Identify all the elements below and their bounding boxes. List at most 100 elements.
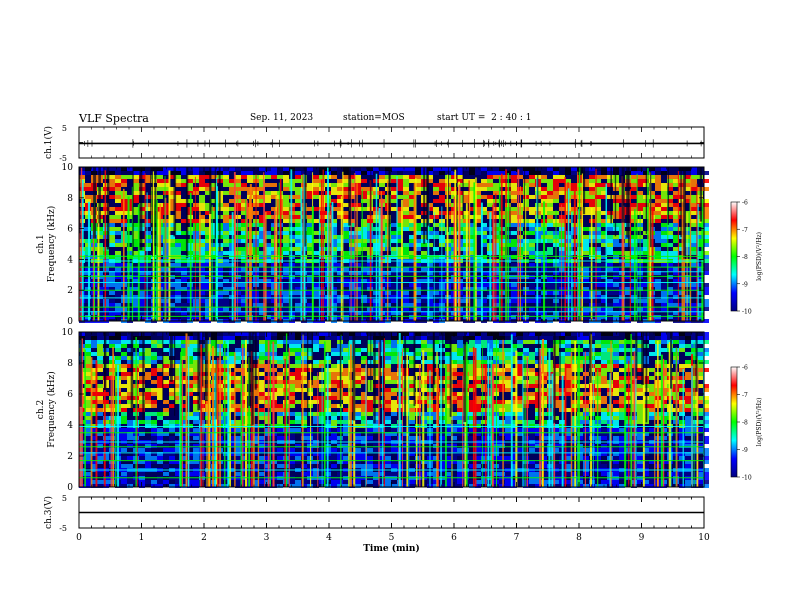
spec-cell [235, 380, 241, 384]
spec-cell [247, 175, 253, 179]
spec-cell [133, 271, 139, 275]
spec-cell [337, 239, 343, 243]
spec-cell [595, 291, 601, 295]
spec-cell [313, 295, 319, 299]
spec-cell [343, 348, 349, 352]
spec-cell [97, 291, 103, 295]
spec-cell [115, 195, 121, 199]
spec-cell [469, 235, 475, 239]
spec-cell [607, 360, 613, 364]
spec-cell [475, 263, 481, 267]
spec-cell [295, 416, 301, 420]
spec-cell [451, 171, 457, 175]
spec-cell [367, 384, 373, 388]
spec-cell [175, 251, 181, 255]
spec-cell [391, 171, 397, 175]
spec-cell [637, 195, 643, 199]
spec-cell [223, 352, 229, 356]
spec-cell [697, 267, 703, 271]
spec-cell [343, 179, 349, 183]
spec-cell [559, 215, 565, 219]
spec-cell [673, 287, 679, 291]
spec-cell [577, 368, 583, 372]
spec-cell [601, 171, 607, 175]
spec-cell [295, 372, 301, 376]
spec-cell [421, 348, 427, 352]
spec-cell [637, 400, 643, 404]
spec-cell [121, 392, 127, 396]
spec-cell [223, 211, 229, 215]
spec-cell [517, 223, 523, 227]
spec-cell [337, 215, 343, 219]
spec-cell [409, 211, 415, 215]
spec-cell [607, 219, 613, 223]
spec-cell [115, 231, 121, 235]
spec-cell [133, 223, 139, 227]
spec-cell [457, 364, 463, 368]
spec-cell [133, 287, 139, 291]
spec-cell [583, 247, 589, 251]
spec-cell [547, 291, 553, 295]
spec-cell [331, 207, 337, 211]
spec-cell [175, 376, 181, 380]
spec-cell [529, 219, 535, 223]
spec-cell [139, 384, 145, 388]
spec-cell [223, 183, 229, 187]
spec-cell [499, 412, 505, 416]
spec-cell [295, 303, 301, 307]
spec-cell [703, 352, 709, 356]
spec-cell [601, 307, 607, 311]
spec-cell [499, 404, 505, 408]
spec-cell [703, 223, 709, 227]
spec-cell [337, 191, 343, 195]
spec-cell [601, 416, 607, 420]
spec-cell [547, 263, 553, 267]
spec-cell [607, 356, 613, 360]
spec-cell [373, 400, 379, 404]
spec-cell [577, 384, 583, 388]
spec-cell [469, 295, 475, 299]
spec-cell [697, 372, 703, 376]
spec-cell [673, 311, 679, 315]
spec-cell [103, 404, 109, 408]
spec-cell [667, 275, 673, 279]
spec-cell [583, 340, 589, 344]
spec-cell [121, 384, 127, 388]
spec-cell [685, 352, 691, 356]
spec-cell [523, 171, 529, 175]
spec-cell [367, 388, 373, 392]
spec-cell [361, 267, 367, 271]
spec-cell [529, 223, 535, 227]
spec-cell [97, 376, 103, 380]
spec-cell [265, 279, 271, 283]
spec-cell [295, 247, 301, 251]
spec-cell [595, 231, 601, 235]
spec-cell [295, 400, 301, 404]
spec-cell [109, 215, 115, 219]
spec-cell [481, 263, 487, 267]
spec-cell [613, 412, 619, 416]
spec-cell [343, 352, 349, 356]
spec-cell [517, 171, 523, 175]
spec-cell [517, 287, 523, 291]
spec-cell [661, 199, 667, 203]
spec-cell [595, 364, 601, 368]
spec-cell [607, 183, 613, 187]
spec-cell [577, 412, 583, 416]
spec-cell [193, 340, 199, 344]
spec-cell [217, 271, 223, 275]
spec-cell [181, 303, 187, 307]
spec-cell [319, 167, 325, 171]
spec-cell [637, 340, 643, 344]
spec-cell [403, 199, 409, 203]
spec-cell [649, 195, 655, 199]
spec-cell [241, 283, 247, 287]
spec-cell [427, 364, 433, 368]
spec-cell [265, 251, 271, 255]
spec-cell [163, 364, 169, 368]
spec-cell [469, 372, 475, 376]
spec-cell [145, 388, 151, 392]
spec-cell [487, 199, 493, 203]
spec-cell [613, 388, 619, 392]
spec-cell [295, 352, 301, 356]
